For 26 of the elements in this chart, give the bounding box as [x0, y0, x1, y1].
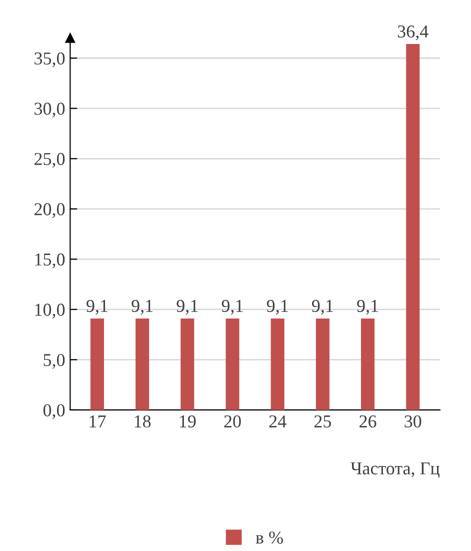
x-tick-label: 30 — [404, 415, 422, 428]
data-label: 9,1 — [176, 300, 198, 315]
y-tick-label: 35,0 — [34, 52, 65, 68]
y-tick-label: 0,0 — [43, 404, 65, 419]
y-tick-label: 25,0 — [34, 152, 65, 168]
x-tick-label: 20 — [224, 415, 241, 428]
y-tick-label: 20,0 — [34, 203, 65, 218]
x-tick-label: 24 — [269, 415, 286, 428]
y-tick-label: 30,0 — [34, 102, 65, 118]
data-label: 9,1 — [312, 300, 333, 315]
x-tick-label: 26 — [360, 415, 376, 428]
y-tick-label: 5,0 — [44, 354, 65, 369]
x-axis-title: Частота, Гц — [350, 462, 440, 478]
data-label: 36,4 — [398, 25, 428, 40]
data-label: 9,1 — [86, 300, 108, 315]
data-label: 9,1 — [222, 300, 243, 315]
x-tick-label: 25 — [314, 415, 332, 428]
x-tick-label: 18 — [134, 415, 151, 428]
x-tick-label: 19 — [180, 415, 196, 428]
y-tick-label: 15,0 — [35, 253, 65, 268]
data-label: 9,1 — [266, 300, 288, 315]
data-label: 9,1 — [357, 300, 378, 315]
y-tick-label: 10,0 — [35, 304, 65, 318]
legend-label: в % — [256, 532, 283, 544]
x-tick-label: 17 — [90, 415, 106, 428]
data-label: 9,1 — [132, 300, 153, 315]
